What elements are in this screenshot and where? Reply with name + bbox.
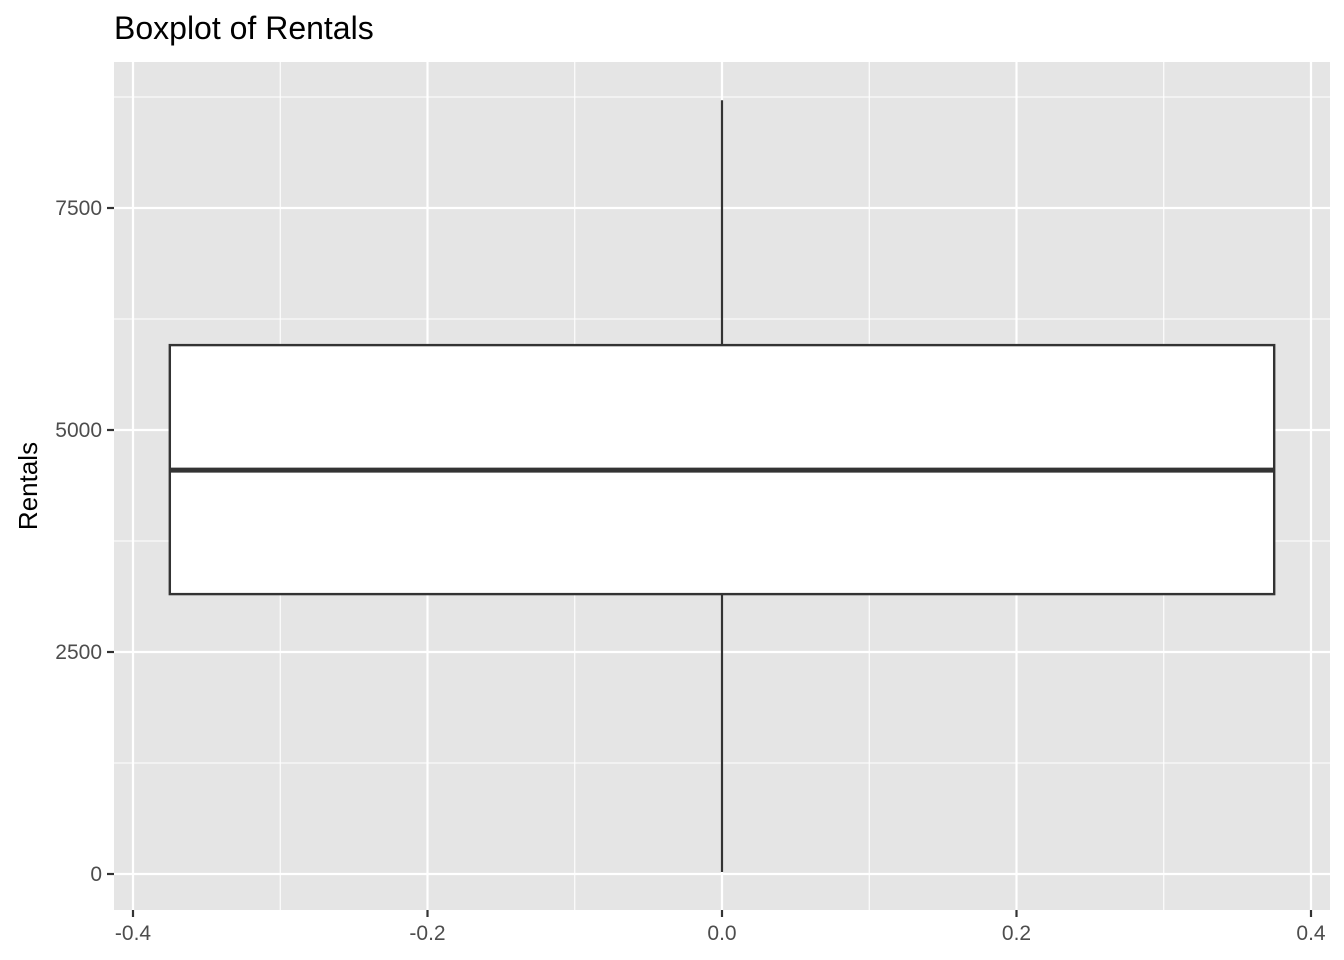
chart-title: Boxplot of Rentals xyxy=(114,10,374,46)
x-tick-label: -0.4 xyxy=(115,922,152,945)
boxplot xyxy=(168,100,1276,873)
y-tick-label: 5000 xyxy=(55,419,102,442)
x-tick-label: -0.2 xyxy=(409,922,445,945)
y-tick-label: 7500 xyxy=(55,197,102,220)
x-tick-label: 0.2 xyxy=(1002,922,1031,945)
axes: 0 2500 5000 7500 -0.4 -0.2 0.0 0.2 0.4 xyxy=(55,197,1326,945)
x-tick-label: 0.0 xyxy=(707,922,736,945)
plot-panel xyxy=(114,62,1330,910)
y-axis-title: Rentals xyxy=(13,442,43,530)
x-tick-label: 0.4 xyxy=(1296,922,1326,945)
y-tick-label: 0 xyxy=(90,863,102,886)
y-tick-label: 2500 xyxy=(55,641,102,664)
